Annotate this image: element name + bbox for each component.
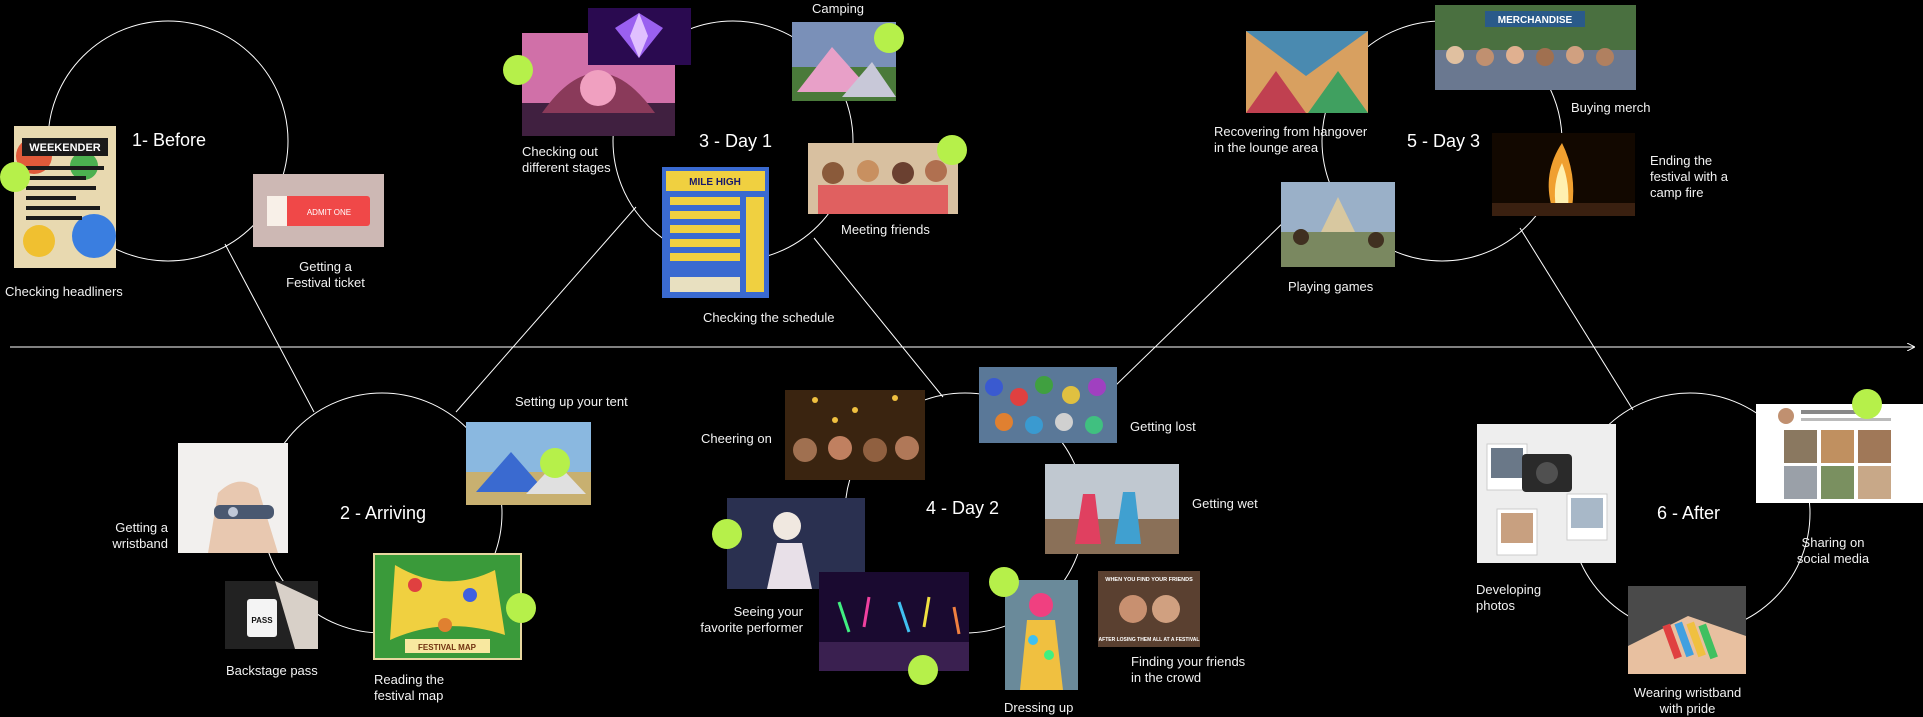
stage-title-after: 6 - After: [1657, 503, 1721, 523]
stage-title-day1: 3 - Day 1: [699, 131, 773, 151]
cheering-crowd-image: [785, 390, 925, 480]
accent-dot: [908, 655, 938, 685]
label-getting-wristband: Getting a wristband: [112, 520, 168, 551]
wristbands-image: [1628, 586, 1746, 674]
stage-title-day3: 5 - Day 3: [1407, 131, 1481, 151]
label-playing-games: Playing games: [1288, 279, 1374, 294]
wristband-image: [178, 443, 288, 553]
accent-dot: [1852, 389, 1882, 419]
stage-lights-image: [588, 8, 691, 65]
festival-map-image: FESTIVAL MAP: [373, 553, 522, 660]
label-festival-ticket: Getting a Festival ticket: [286, 259, 365, 290]
label-meeting-friends: Meeting friends: [841, 222, 930, 237]
merch-stand-image: MERCHANDISE: [1435, 5, 1636, 90]
festival-stage-image: [522, 33, 675, 136]
accent-dot: [0, 162, 30, 192]
muddy-field-image: [1045, 464, 1179, 554]
tent-image: [466, 422, 591, 505]
accent-dot: [540, 448, 570, 478]
stage-title-arriving: 2 - Arriving: [340, 503, 427, 523]
label-buying-merch: Buying merch: [1571, 100, 1651, 115]
label-checking-stages: Checking out different stages: [522, 144, 611, 175]
tent-field-image: [979, 367, 1117, 443]
label-recovering: Recovering from hangover in the lounge a…: [1214, 124, 1368, 155]
ticket-text: ADMIT ONE: [307, 208, 351, 217]
label-setting-up-tent: Setting up your tent: [515, 394, 628, 409]
meeting-friends-image: [808, 143, 958, 214]
polaroid-photos-image: [1477, 424, 1616, 563]
stage-title-day2: 4 - Day 2: [926, 498, 1000, 518]
merch-sign-text: MERCHANDISE: [1498, 15, 1573, 26]
label-wearing-wristband: Wearing wristband with pride: [1633, 685, 1742, 716]
camping-image: [792, 22, 896, 101]
accent-dot: [712, 519, 742, 549]
costume-image: [1005, 580, 1078, 690]
label-checking-headliners: Checking headliners: [5, 284, 123, 299]
label-getting-lost: Getting lost: [1130, 419, 1196, 434]
poster-title-text: WEEKENDER: [29, 142, 101, 154]
backstage-pass-image: PASS: [225, 581, 318, 649]
pass-text: PASS: [251, 616, 273, 625]
camp-fire-image: [1492, 133, 1635, 216]
label-backstage-pass: Backstage pass: [226, 663, 318, 678]
label-dressing-up: Dressing up: [1004, 700, 1074, 715]
headliners-poster-image: WEEKENDER: [14, 126, 116, 268]
glowstick-crowd-image: [819, 572, 969, 671]
meme-bottom-text: AFTER LOSING THEM ALL AT A FESTIVAL: [1099, 637, 1200, 643]
accent-dot: [506, 593, 536, 623]
playing-games-image: [1281, 182, 1395, 267]
label-reading-map: Reading the festival map: [374, 672, 445, 703]
accent-dot: [937, 135, 967, 165]
schedule-text: MILE HIGH: [689, 177, 741, 188]
label-cheering-on: Cheering on: [701, 431, 772, 446]
label-checking-schedule: Checking the schedule: [703, 310, 835, 325]
label-getting-wet: Getting wet: [1192, 496, 1258, 511]
performer-image: [727, 498, 865, 589]
lounge-area-image: [1246, 31, 1368, 113]
meme-top-text: WHEN YOU FIND YOUR FRIENDS: [1105, 577, 1193, 583]
accent-dot: [503, 55, 533, 85]
label-developing-photos: Developing photos: [1476, 582, 1542, 613]
stage-title-before: 1- Before: [132, 130, 207, 150]
festival-ticket-image: ADMIT ONE: [253, 174, 384, 247]
label-camp-fire: Ending the festival with a camp fire: [1650, 153, 1729, 200]
label-favorite-performer: Seeing your favorite performer: [700, 604, 803, 635]
map-text: FESTIVAL MAP: [418, 643, 477, 652]
festival-schedule-image: MILE HIGH: [662, 167, 769, 298]
label-finding-friends: Finding your friends in the crowd: [1131, 654, 1246, 685]
friends-meme-image: WHEN YOU FIND YOUR FRIENDS AFTER LOSING …: [1098, 571, 1200, 647]
label-sharing-social: Sharing on social media: [1796, 535, 1870, 566]
social-media-image: [1756, 404, 1923, 503]
accent-dot: [874, 23, 904, 53]
accent-dot: [989, 567, 1019, 597]
label-camping: Camping: [812, 1, 865, 16]
